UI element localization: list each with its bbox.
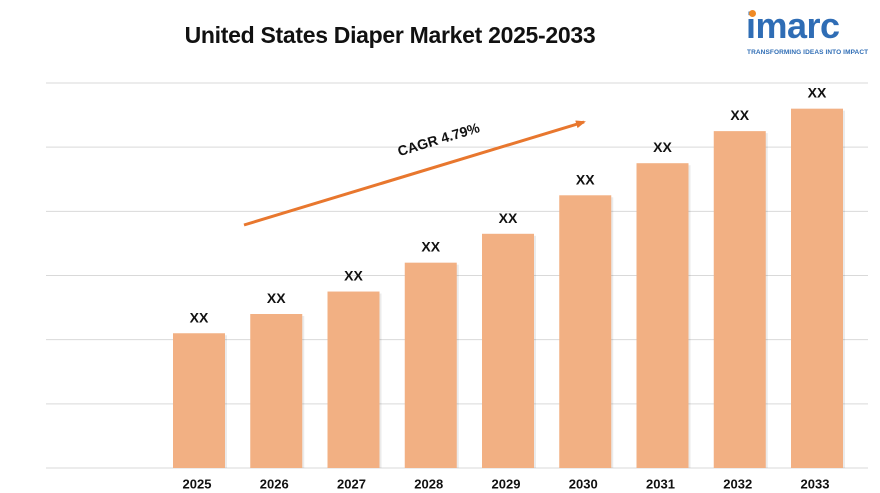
data-label-2028: XX [421,239,440,255]
cagr-label: CAGR 4.79% [396,119,482,159]
x-tick-label-2031: 2031 [646,477,675,492]
data-label-2033: XX [808,85,827,101]
data-label-2031: XX [653,139,672,155]
bar-2027 [327,291,380,468]
logo-tagline: TRANSFORMING IDEAS INTO IMPACT [747,49,869,56]
data-label-2029: XX [499,210,518,226]
imarc-logo: imarc TRANSFORMING IDEAS INTO IMPACT [746,5,869,62]
x-tick-label-2029: 2029 [492,477,521,492]
chart-title: United States Diaper Market 2025-2033 [184,22,596,48]
bar-2030 [559,195,612,468]
bar-2032 [713,131,766,468]
x-tick-label-2026: 2026 [260,477,289,492]
x-tick-label-2030: 2030 [569,477,598,492]
x-tick-label-2027: 2027 [337,477,366,492]
data-label-2026: XX [267,290,286,306]
x-tick-label-2033: 2033 [801,477,830,492]
x-tick-label-2032: 2032 [723,477,752,492]
bar-2031 [636,163,689,469]
data-label-2030: XX [576,171,595,187]
cagr-arrow [243,120,586,227]
bar-2029 [482,233,534,468]
x-tick-label-2025: 2025 [183,477,212,492]
x-tick-label-2028: 2028 [414,477,443,492]
logo-dot [749,10,756,17]
logo-wordmark: imarc [746,5,840,46]
bar-2026 [250,314,303,468]
data-label-2027: XX [344,268,363,284]
bar-2028 [404,262,457,468]
data-label-2032: XX [730,107,749,123]
data-label-2025: XX [190,309,209,325]
bar-2033 [791,108,843,469]
bar-2025 [173,333,225,468]
